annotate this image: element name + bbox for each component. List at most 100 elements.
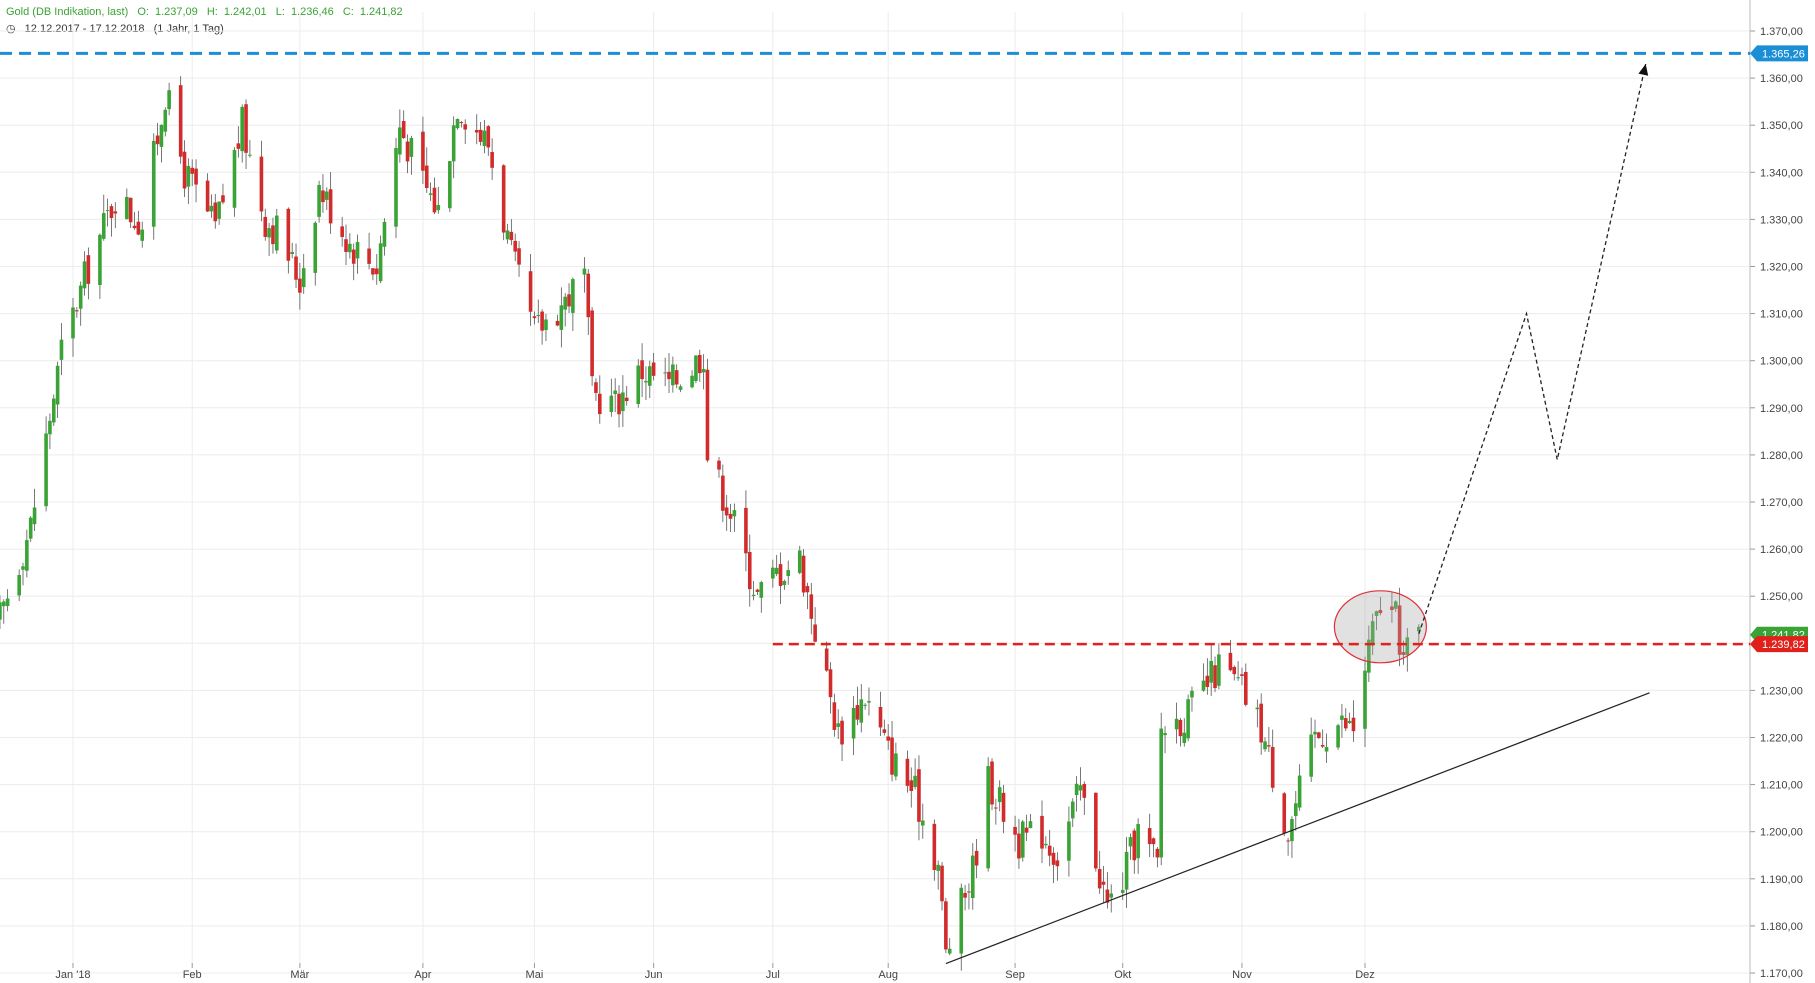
- candle-up: [348, 243, 352, 253]
- candle-up: [563, 296, 567, 310]
- candle-down: [594, 382, 598, 393]
- candle-down: [128, 197, 133, 223]
- candle-up: [51, 398, 56, 423]
- candle-down: [340, 226, 344, 237]
- candle-down: [136, 221, 141, 235]
- candle-down: [424, 165, 429, 189]
- y-tick-label: 1.370,00: [1760, 26, 1803, 38]
- candle-up: [1367, 639, 1371, 673]
- candle-down: [1397, 605, 1402, 655]
- candle-down: [478, 129, 483, 142]
- candle-up: [1070, 801, 1075, 819]
- candle-up: [1293, 803, 1298, 817]
- candle-down: [432, 187, 437, 213]
- candle-up: [1044, 843, 1048, 846]
- candle-down: [886, 736, 890, 741]
- candle-down: [421, 131, 425, 171]
- candle-down: [728, 513, 733, 519]
- y-tick-label: 1.270,00: [1760, 497, 1803, 509]
- candle-up: [536, 314, 541, 317]
- candle-down: [367, 248, 371, 264]
- candle-down: [1051, 852, 1056, 865]
- candle-down: [890, 737, 894, 775]
- candle-up: [701, 369, 706, 373]
- candle-down: [586, 273, 591, 318]
- x-tick-label: Jul: [766, 969, 780, 981]
- candle-up: [455, 119, 460, 129]
- candle-down: [532, 316, 537, 319]
- candle-down: [590, 310, 594, 377]
- candle-down: [528, 271, 533, 312]
- candle-down: [509, 231, 514, 241]
- candle-up: [409, 137, 414, 157]
- low-label: L:: [275, 6, 285, 18]
- x-tick-label: Okt: [1114, 969, 1131, 981]
- candle-up: [1109, 893, 1114, 898]
- candle-up: [1393, 601, 1398, 609]
- candle-down: [328, 189, 333, 224]
- candle-down: [697, 354, 702, 374]
- breakout-price-tag-text: 1.239,82: [1762, 639, 1805, 651]
- candle-down: [286, 208, 291, 261]
- open-label: O:: [137, 6, 149, 18]
- candle-up: [1313, 731, 1317, 735]
- candle-up: [867, 701, 871, 703]
- candle-down: [1001, 792, 1006, 822]
- candle-down: [878, 706, 883, 728]
- x-tick-label: Mär: [290, 969, 309, 981]
- highlight-circle: [1333, 590, 1427, 664]
- candle-down: [1055, 860, 1060, 867]
- y-tick-label: 1.340,00: [1760, 167, 1803, 179]
- candle-down: [744, 507, 748, 554]
- candle-up: [355, 241, 360, 259]
- candle-down: [263, 216, 268, 237]
- candle-up: [1186, 699, 1190, 739]
- candle-up: [159, 124, 164, 147]
- y-tick-label: 1.210,00: [1760, 780, 1803, 792]
- candle-down: [1317, 732, 1321, 738]
- candle-up: [571, 279, 575, 313]
- candle-down: [967, 891, 971, 893]
- candle-up: [986, 766, 990, 869]
- candle-up: [82, 261, 87, 289]
- y-tick-label: 1.190,00: [1760, 874, 1803, 886]
- candle-up: [1128, 837, 1133, 847]
- candle-down: [1155, 848, 1160, 858]
- candle-down: [940, 865, 944, 902]
- candle-up: [301, 268, 306, 288]
- breakout-price-tag-bg: [1750, 636, 1808, 653]
- candle-down: [540, 311, 544, 331]
- candle-up: [1124, 851, 1129, 890]
- candle-down: [1378, 609, 1383, 614]
- projection-path: [1418, 63, 1647, 635]
- candle-up: [1067, 821, 1071, 861]
- candle-down: [717, 460, 721, 470]
- x-tick-label: Mai: [526, 969, 544, 981]
- candle-up: [1374, 611, 1379, 616]
- candle-up: [671, 364, 675, 386]
- candle-down: [778, 564, 783, 586]
- candle-down: [1286, 840, 1290, 842]
- support-trendline: [945, 692, 1650, 965]
- candle-down: [1351, 717, 1356, 732]
- candle-up: [920, 820, 925, 826]
- candle-down: [721, 475, 725, 511]
- candle-up: [482, 130, 487, 147]
- candle-down: [259, 156, 264, 212]
- candle-down: [371, 268, 375, 275]
- candle-up: [1236, 677, 1240, 679]
- candle-up: [1174, 718, 1179, 730]
- candle-up: [1190, 690, 1194, 698]
- candle-up: [1136, 823, 1140, 859]
- candle-up: [105, 210, 110, 212]
- candle-up: [1255, 707, 1260, 710]
- candle-up: [859, 699, 864, 723]
- candle-up: [1217, 654, 1221, 686]
- clock-icon: ◷: [6, 23, 16, 35]
- candle-up: [324, 191, 329, 200]
- candle-down: [1320, 745, 1325, 747]
- high-value: 1.242,01: [223, 6, 267, 18]
- candle-down: [813, 624, 817, 642]
